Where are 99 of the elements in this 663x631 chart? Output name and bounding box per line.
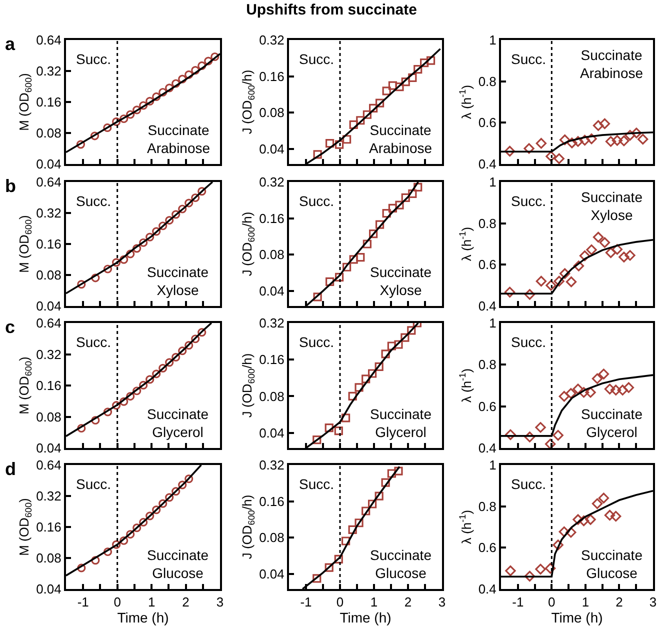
y-tick-label: 0.64 [36, 32, 62, 48]
y-tick-label: 0.4 [478, 156, 496, 172]
y-tick-label: 0.32 [36, 488, 62, 504]
y-tick-label: 0.64 [36, 458, 62, 473]
y-tick-label: 0.04 [259, 425, 284, 440]
y-tick-label: 0.04 [36, 440, 62, 456]
annotation: Succinate Xylose [581, 189, 643, 224]
chart-title: Upshifts from succinate [246, 2, 417, 18]
annotation: Succ. [299, 334, 334, 350]
annotation: Succinate Xylose [147, 264, 209, 298]
text: b [5, 176, 16, 196]
annotation: Succ. [511, 193, 546, 209]
y-tick-label: 0.4 [478, 582, 496, 597]
y-tick-label: 1 [489, 316, 496, 331]
x-tick-label: 2 [182, 594, 190, 610]
y-tick-label: 0.08 [36, 550, 62, 566]
y-tick-label: 0.8 [478, 74, 496, 89]
y-tick-label: 0.04 [259, 141, 284, 156]
annotation: Succinate Arabinose [580, 47, 644, 82]
y-tick-label: 0.16 [36, 236, 62, 252]
x-tick-label: 2 [404, 594, 412, 610]
x-tick-label: -1 [77, 594, 89, 610]
annotation: Succ. [511, 51, 546, 67]
y-tick-label: 0.04 [36, 582, 62, 597]
x-tick-label: 3 [216, 594, 224, 610]
y-tick-label: 0.8 [478, 498, 496, 514]
annotation: Succinate Glucose [147, 547, 209, 582]
annotation: Succinate Glucose [581, 547, 643, 582]
x-tick-label: 0 [548, 594, 556, 610]
text: d [5, 459, 16, 479]
x-tick-label: 3 [649, 594, 657, 610]
annotation: Succ. [299, 51, 334, 67]
annotation: Succ. [299, 476, 334, 492]
x-axis-title: Time (h) [551, 610, 603, 626]
y-tick-label: 0.64 [36, 316, 62, 331]
y-tick-label: 0.08 [36, 126, 62, 141]
y-tick-label: 0.6 [478, 398, 496, 414]
x-tick-label: -1 [300, 594, 312, 610]
y-tick-label: 0.08 [259, 247, 284, 262]
y-tick-label: 0.16 [259, 68, 284, 84]
annotation: Succ. [76, 476, 112, 492]
x-tick-label: 1 [582, 594, 590, 610]
text: c [5, 317, 16, 337]
y-tick-label: 0.6 [478, 115, 496, 130]
y-tick-label: 0.6 [478, 257, 496, 272]
y-tick-label: 1 [489, 458, 496, 473]
y-tick-label: 0.64 [36, 174, 62, 190]
y-tick-label: 0.4 [478, 298, 496, 314]
y-tick-label: 0.8 [478, 357, 496, 372]
y-tick-label: 0.16 [259, 352, 284, 368]
y-tick-label: 0.32 [259, 316, 284, 331]
y-tick-label: 0.08 [259, 388, 284, 404]
y-tick-label: 0.32 [259, 174, 284, 190]
x-tick-label: 1 [148, 594, 156, 610]
text: a [5, 34, 16, 54]
annotation: Succinate Glycerol [581, 406, 643, 440]
y-tick-label: 0.04 [36, 156, 62, 172]
y-tick-label: 0.04 [259, 283, 284, 298]
y-tick-label: 0.16 [36, 520, 62, 535]
y-tick-label: 0.04 [259, 566, 284, 582]
annotation: Succinate Xylose [370, 264, 432, 298]
annotation: Succinate Glycerol [147, 406, 209, 440]
y-tick-label: 1 [489, 32, 496, 48]
annotation: Succinate Glucose [370, 547, 432, 582]
annotation: Succinate Arabinose [147, 122, 210, 156]
y-tick-label: 0.32 [259, 458, 284, 473]
y-tick-label: 0.08 [36, 409, 62, 424]
x-axis-title: Time (h) [340, 610, 392, 626]
y-tick-label: 0.8 [478, 216, 496, 231]
y-tick-label: 0.16 [36, 94, 62, 110]
x-tick-label: -1 [512, 594, 524, 610]
annotation: Succ. [76, 334, 112, 350]
y-tick-label: 0.6 [478, 540, 496, 556]
y-tick-label: 0.16 [36, 378, 62, 394]
y-tick-label: 0.16 [259, 210, 284, 226]
annotation: Succ. [76, 193, 112, 209]
annotation: Succ. [511, 334, 546, 350]
annotation: Succ. [511, 476, 546, 492]
x-axis-title: Time (h) [117, 610, 169, 626]
y-tick-label: 0.4 [478, 440, 496, 456]
annotation: Succ. [299, 193, 334, 209]
x-tick-label: 0 [114, 594, 121, 610]
y-tick-label: 1 [489, 174, 496, 190]
y-tick-label: 0.08 [259, 530, 284, 546]
y-tick-label: 0.32 [36, 64, 62, 79]
y-tick-label: 0.04 [36, 298, 62, 314]
y-tick-label: 0.16 [259, 494, 284, 509]
annotation: Succinate Glycerol [370, 406, 432, 440]
x-tick-label: 0 [336, 594, 344, 610]
y-tick-label: 0.32 [36, 206, 62, 221]
annotation: Succ. [76, 51, 112, 67]
y-tick-label: 0.08 [259, 105, 284, 120]
x-tick-label: 2 [616, 594, 623, 610]
y-tick-label: 0.32 [259, 32, 284, 48]
y-tick-label: 0.08 [36, 268, 62, 283]
x-tick-label: 3 [438, 594, 446, 610]
y-tick-label: 0.32 [36, 346, 62, 362]
x-tick-label: 1 [370, 594, 378, 610]
annotation: Succinate Arabinose [369, 122, 432, 156]
